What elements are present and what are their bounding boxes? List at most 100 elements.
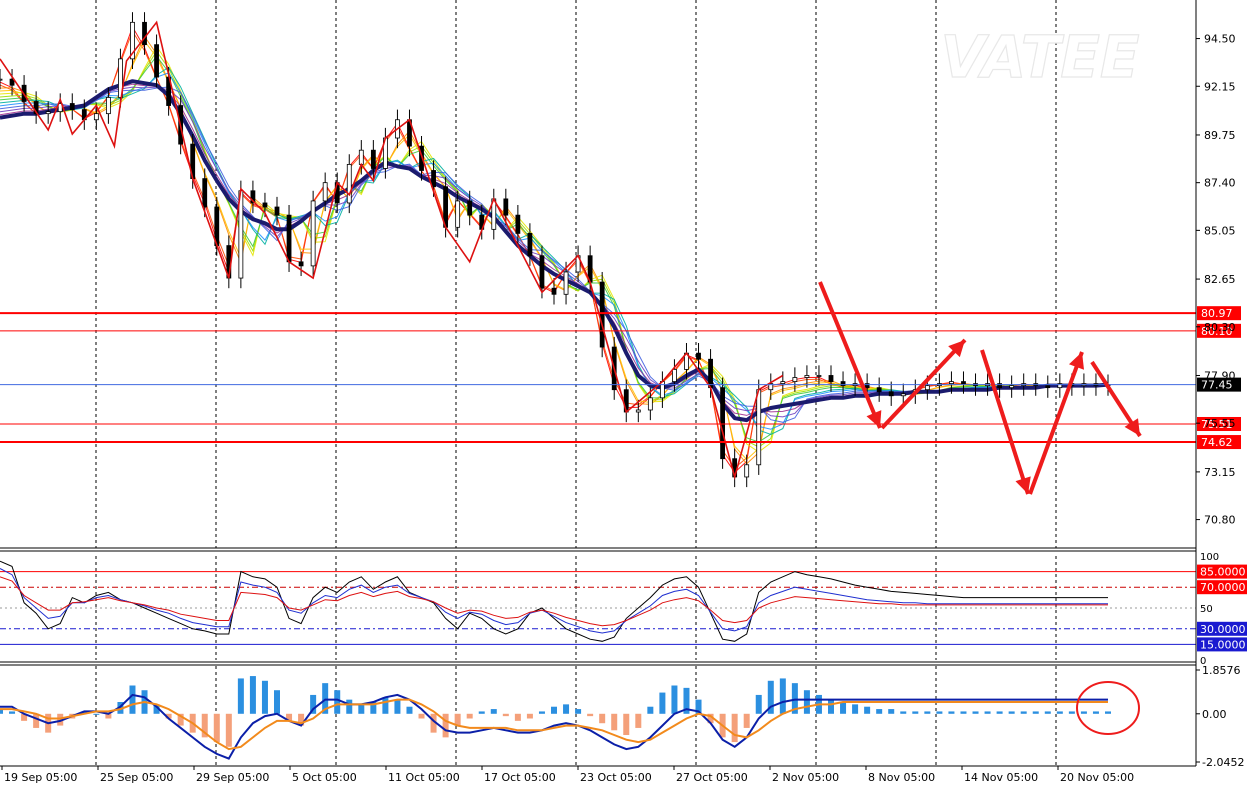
panel-borders <box>0 0 1197 767</box>
time-tick-label: 11 Oct 05:00 <box>388 771 460 784</box>
highlight-circle <box>1076 681 1140 735</box>
macd-histogram-bar <box>1092 711 1099 714</box>
macd-histogram-bar <box>478 711 485 714</box>
time-tick-label: 25 Sep 05:00 <box>100 771 173 784</box>
thick-moving-average <box>0 79 1109 423</box>
macd-histogram-bar <box>1068 711 1075 714</box>
macd-histogram-bar <box>755 694 762 714</box>
candle-body <box>1009 385 1015 389</box>
candle-body <box>900 393 906 397</box>
macd-histogram-bar <box>526 713 533 719</box>
time-tick-label: 14 Nov 05:00 <box>964 771 1038 784</box>
arrow-head <box>1124 418 1140 436</box>
price-tick-label: 70.80 <box>1204 514 1236 527</box>
macd-histogram-bar <box>346 699 353 714</box>
macd-histogram-bar <box>551 706 557 714</box>
macd-histogram-bar <box>201 713 208 738</box>
candle-body <box>635 409 641 413</box>
candle-body <box>262 202 268 208</box>
macd-histogram-bar <box>779 678 786 714</box>
time-tick-label: 27 Oct 05:00 <box>676 771 748 784</box>
price-candles <box>0 12 1111 488</box>
zigzag-line <box>0 20 784 481</box>
candle-body <box>792 377 798 382</box>
macd-histogram-bar <box>587 713 594 717</box>
macd-histogram-bar <box>165 713 172 719</box>
macd-histogram-bar <box>9 711 16 714</box>
price-tick-label: 85.05 <box>1204 224 1236 237</box>
arrow-head <box>948 340 965 358</box>
candle-body <box>322 182 328 202</box>
arrow-head <box>866 410 882 428</box>
macd-histogram-bar <box>490 709 497 714</box>
macd-histogram-bar <box>840 702 847 714</box>
macd-histogram-bar <box>394 699 401 714</box>
candle-body <box>467 200 473 216</box>
stochastic-tick-label: 0 <box>1200 656 1206 667</box>
level-label: 80.10 <box>1201 325 1233 338</box>
arrow-shaft <box>980 349 1030 495</box>
macd-histogram-bar <box>695 699 702 714</box>
macd-histogram-bar <box>442 713 449 738</box>
price-tick-label: 82.65 <box>1204 273 1236 286</box>
time-tick-label: 2 Nov 05:00 <box>772 771 839 784</box>
macd-histogram-bar <box>575 709 582 714</box>
price-axis: 94.50 92.15 89.75 87.40 85.05 82.65 80.30 77.90… <box>1196 33 1236 527</box>
level-label-bg <box>1197 435 1241 450</box>
candle-body <box>154 44 159 78</box>
macd-histogram-bar <box>129 685 136 714</box>
candle-body <box>431 170 436 188</box>
stochastic-axis: 85.0000 70.0000 30.0000 15.0000 100 50 0 <box>1197 552 1247 667</box>
macd-histogram-bar <box>900 711 907 714</box>
macd-histogram-bar <box>358 704 365 714</box>
macd-histogram-bar <box>249 676 256 714</box>
macd-histogram <box>0 676 1111 747</box>
macd-histogram-bar <box>647 706 654 714</box>
candle-body <box>1057 383 1063 389</box>
macd-histogram-bar <box>502 713 509 717</box>
horizontal-levels[interactable]: 80.97 80.10 75.51 74.62 77.45 <box>0 306 1241 450</box>
price-tick-label: 94.50 <box>1204 33 1236 46</box>
arrow-head <box>1068 352 1085 370</box>
macd-tick-label: 0.00 <box>1202 708 1227 721</box>
macd-histogram-bar <box>659 692 666 714</box>
macd-histogram-bar <box>261 680 268 714</box>
candle-body <box>672 368 677 382</box>
candle-body <box>551 287 557 295</box>
macd-histogram-bar <box>21 713 28 721</box>
candle-body <box>756 389 762 466</box>
time-tick-label: 29 Sep 05:00 <box>196 771 269 784</box>
macd-histogram-bar <box>1056 711 1063 714</box>
level-label: 80.97 <box>1201 307 1233 320</box>
candle-body <box>563 271 569 295</box>
price-tick-label: 89.75 <box>1204 129 1236 142</box>
arrow-shaft <box>1028 351 1084 495</box>
time-tick-label: 19 Sep 05:00 <box>4 771 77 784</box>
candle-body <box>105 97 111 115</box>
macd-histogram-bar <box>791 683 798 714</box>
macd-histogram-bar <box>623 713 630 736</box>
macd-panel[interactable]: 1.8576 0.00 -2.0452 <box>0 664 1244 769</box>
candle-body <box>744 464 750 478</box>
arrow-shaft <box>880 338 967 430</box>
stochastic-level-label: 85.0000 <box>1200 566 1246 579</box>
macd-line <box>0 693 1108 760</box>
macd-histogram-bar <box>153 704 160 714</box>
macd-tick-label: -2.0452 <box>1202 756 1244 769</box>
macd-histogram-bar <box>430 713 437 733</box>
price-tick-label: 77.90 <box>1204 369 1236 382</box>
candle-body <box>527 233 533 257</box>
macd-histogram-bar <box>274 690 280 714</box>
macd-histogram-bar <box>93 713 100 715</box>
macd-histogram-bar <box>514 713 521 721</box>
macd-histogram-bar <box>996 711 1003 714</box>
candle-body <box>202 178 208 208</box>
price-panel[interactable]: 80.97 80.10 75.51 74.62 77.45 94.50 92.15 89.7… <box>0 0 1241 548</box>
macd-histogram-bar <box>418 713 425 719</box>
macd-histogram-bar <box>237 678 244 714</box>
stochastic-panel[interactable]: 85.0000 70.0000 30.0000 15.0000 100 50 0 <box>0 552 1247 667</box>
level-label-bg <box>1197 323 1241 338</box>
candle-body <box>888 391 894 397</box>
